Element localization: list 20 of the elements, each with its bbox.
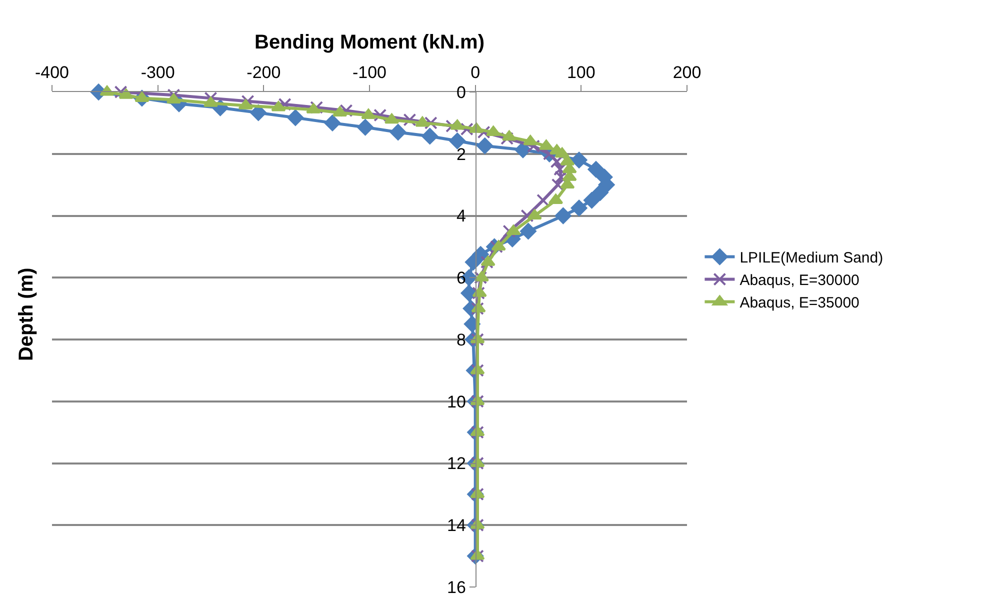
x-axis-title: Bending Moment (kN.m) [254, 32, 484, 54]
y-tick-label: 4 [456, 206, 466, 226]
y-tick-label: 12 [447, 454, 466, 474]
y-tick-label: 8 [456, 330, 466, 350]
legend-label: Abaqus, E=35000 [740, 294, 860, 312]
y-tick-label: 14 [447, 516, 466, 536]
y-tick-label: 16 [447, 578, 466, 597]
y-tick-label: 10 [447, 392, 466, 412]
x-tick-label: 0 [470, 63, 480, 82]
y-tick-label: 2 [456, 144, 466, 164]
x-tick-label: 100 [566, 63, 596, 82]
y-tick-label: 0 [456, 82, 466, 102]
x-tick-label: -100 [352, 63, 387, 82]
x-tick-label: -200 [246, 63, 281, 82]
x-tick-label: -300 [140, 63, 175, 82]
x-tick-label: 200 [672, 63, 702, 82]
legend-label: LPILE(Medium Sand) [740, 250, 884, 267]
y-axis-title: Depth (m) [16, 268, 38, 362]
x-tick-label: -400 [34, 63, 70, 82]
legend-label: Abaqus, E=30000 [740, 272, 860, 290]
